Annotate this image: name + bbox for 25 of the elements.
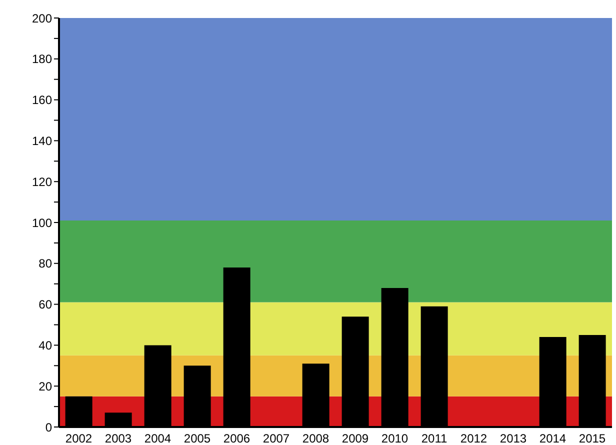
y-tick-label: 140 [32,134,52,148]
x-tick-label: 2003 [104,432,132,445]
x-tick-label: 2005 [184,432,211,445]
y-tick-label: 120 [32,174,52,189]
y-tick-label: 0 [45,420,52,434]
y-tick-label: 100 [32,216,52,230]
y-tick-label: 60 [38,298,52,312]
y-tick-label: 180 [32,52,52,66]
x-tick-label: 2008 [302,432,330,445]
x-tick-label: 2010 [381,432,408,445]
x-tick-label: 2004 [144,432,172,445]
x-tick-label: 2012 [460,432,488,445]
x-tick-label: 2009 [342,432,369,445]
x-tick-label: 2006 [223,432,250,445]
x-tick-label: 2015 [578,432,606,445]
x-tick-label: 2011 [421,432,448,445]
y-tick-label: 200 [32,11,52,26]
x-tick-label: 2002 [65,432,92,445]
y-tick-label: 160 [32,93,52,108]
y-tick-label: 20 [38,379,52,394]
y-tick-label: 40 [38,338,52,352]
x-tick-label: 2013 [500,432,527,445]
x-tick-label: 2014 [539,432,566,445]
x-tick-label: 2007 [262,432,290,445]
y-tick-label: 80 [38,256,52,271]
